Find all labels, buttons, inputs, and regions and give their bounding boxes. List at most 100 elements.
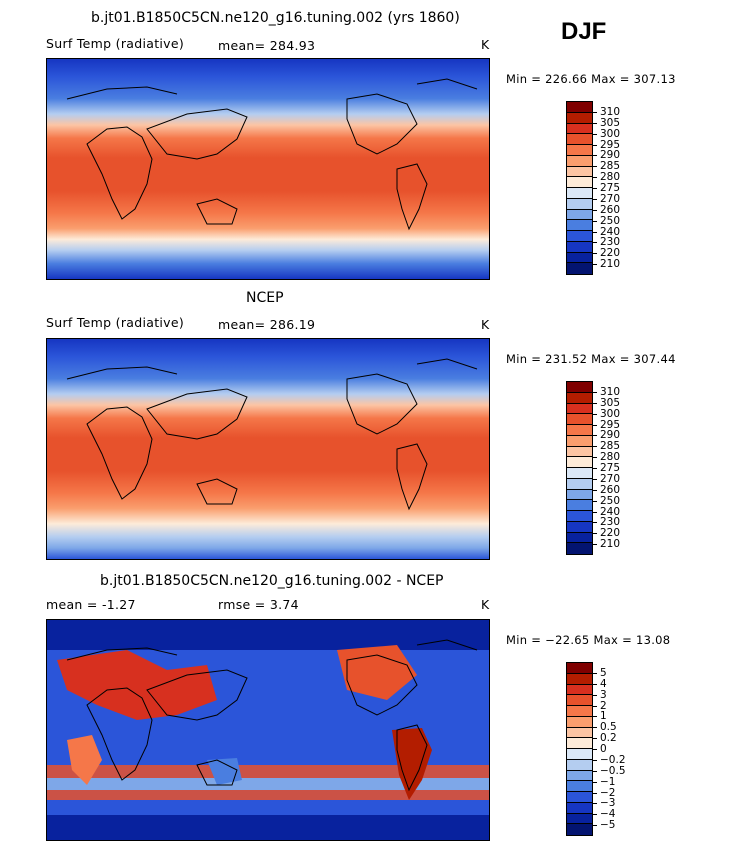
- colorbar-label: 220: [600, 527, 621, 540]
- colorbar-swatch: [567, 209, 592, 221]
- panel-3-title: b.jt01.B1850C5CN.ne120_g16.tuning.002 - …: [100, 573, 444, 589]
- colorbar-swatch: [567, 521, 592, 533]
- colorbar-label: 250: [600, 494, 621, 507]
- colorbar-tick: [593, 814, 597, 816]
- colorbar-swatch: [567, 792, 592, 803]
- colorbar-tick: [593, 727, 597, 729]
- colorbar-label: 210: [600, 258, 621, 271]
- colorbar-label: 310: [600, 385, 621, 398]
- panel-2-colorbar: [566, 381, 593, 555]
- colorbar-swatch: [567, 166, 592, 178]
- colorbar-tick: [593, 144, 597, 146]
- colorbar-swatch: [567, 824, 592, 835]
- colorbar-swatch: [567, 489, 592, 501]
- colorbar-tick: [593, 220, 597, 222]
- colorbar-swatch: [567, 155, 592, 167]
- colorbar-tick: [593, 694, 597, 696]
- colorbar-tick: [593, 242, 597, 244]
- colorbar-label: 305: [600, 396, 621, 409]
- colorbar-label: 3: [600, 688, 607, 701]
- colorbar-label: −0.5: [600, 764, 626, 777]
- colorbar-tick: [593, 253, 597, 255]
- panel-1-variable-label: Surf Temp (radiative): [46, 36, 185, 51]
- colorbar-tick: [593, 402, 597, 404]
- colorbar-label: 0.5: [600, 721, 617, 734]
- colorbar-label: 230: [600, 516, 621, 529]
- colorbar-swatch: [567, 446, 592, 458]
- colorbar-swatch: [567, 759, 592, 771]
- colorbar-tick: [593, 166, 597, 168]
- colorbar-label: 270: [600, 472, 621, 485]
- colorbar-swatch: [567, 813, 592, 825]
- panel-3-minmax: Min = −22.65 Max = 13.08: [506, 633, 671, 647]
- panel-1-minmax: Min = 226.66 Max = 307.13: [506, 72, 676, 86]
- colorbar-swatch: [567, 220, 592, 231]
- colorbar-tick: [593, 825, 597, 827]
- colorbar-label: 260: [600, 203, 621, 216]
- colorbar-swatch: [567, 102, 592, 113]
- panel-3-rmse: rmse = 3.74: [218, 597, 299, 612]
- colorbar-tick: [593, 683, 597, 685]
- colorbar-label: 270: [600, 192, 621, 205]
- panel-1-map: [46, 58, 490, 280]
- colorbar-tick: [593, 468, 597, 469]
- colorbar-swatch: [567, 188, 592, 199]
- colorbar-tick: [593, 533, 597, 535]
- colorbar-swatch: [567, 145, 592, 156]
- colorbar-tick: [593, 391, 597, 393]
- colorbar-label: 260: [600, 483, 621, 496]
- colorbar-swatch: [567, 532, 592, 544]
- colorbar-tick: [593, 155, 597, 157]
- colorbar-tick: [593, 188, 597, 189]
- colorbar-swatch: [567, 123, 592, 135]
- colorbar-tick: [593, 544, 597, 546]
- colorbar-label: 210: [600, 538, 621, 551]
- colorbar-swatch: [567, 177, 592, 188]
- colorbar-swatch: [567, 749, 592, 760]
- colorbar-swatch: [567, 738, 592, 749]
- colorbar-swatch: [567, 663, 592, 674]
- colorbar-tick: [593, 478, 597, 480]
- colorbar-tick: [593, 522, 597, 524]
- panel-1-mean: mean= 284.93: [218, 38, 316, 53]
- colorbar-swatch: [567, 802, 592, 814]
- colorbar-tick: [593, 705, 597, 707]
- colorbar-label: 290: [600, 429, 621, 442]
- colorbar-tick: [593, 716, 597, 718]
- colorbar-label: −5: [600, 819, 616, 832]
- colorbar-label: 250: [600, 214, 621, 227]
- colorbar-label: 305: [600, 116, 621, 129]
- colorbar-tick: [593, 111, 597, 113]
- colorbar-label: 275: [600, 182, 621, 194]
- colorbar-swatch: [567, 134, 592, 145]
- colorbar-swatch: [567, 468, 592, 479]
- colorbar-tick: [593, 231, 597, 233]
- colorbar-swatch: [567, 511, 592, 522]
- colorbar-swatch: [567, 425, 592, 436]
- colorbar-swatch: [567, 392, 592, 404]
- panel-2-unit: K: [481, 317, 490, 332]
- panel-3-mean: mean = -1.27: [46, 597, 136, 612]
- colorbar-swatch: [567, 414, 592, 425]
- colorbar-tick: [593, 122, 597, 124]
- colorbar-tick: [593, 133, 597, 135]
- colorbar-label: 300: [600, 127, 621, 140]
- colorbar-tick: [593, 738, 597, 740]
- colorbar-tick: [593, 209, 597, 211]
- colorbar-tick: [593, 198, 597, 200]
- colorbar-label: 295: [600, 418, 621, 431]
- colorbar-swatch: [567, 500, 592, 511]
- colorbar-swatch: [567, 727, 592, 739]
- colorbar-tick: [593, 413, 597, 415]
- panel-2-minmax: Min = 231.52 Max = 307.44: [506, 352, 676, 366]
- colorbar-tick: [593, 446, 597, 448]
- colorbar-label: 2: [600, 699, 607, 712]
- colorbar-label: 280: [600, 171, 621, 184]
- colorbar-swatch: [567, 403, 592, 415]
- colorbar-tick: [593, 457, 597, 459]
- colorbar-label: −3: [600, 797, 616, 810]
- colorbar-swatch: [567, 241, 592, 253]
- colorbar-label: −2: [600, 786, 616, 799]
- colorbar-label: 275: [600, 462, 621, 474]
- colorbar-swatch: [567, 673, 592, 685]
